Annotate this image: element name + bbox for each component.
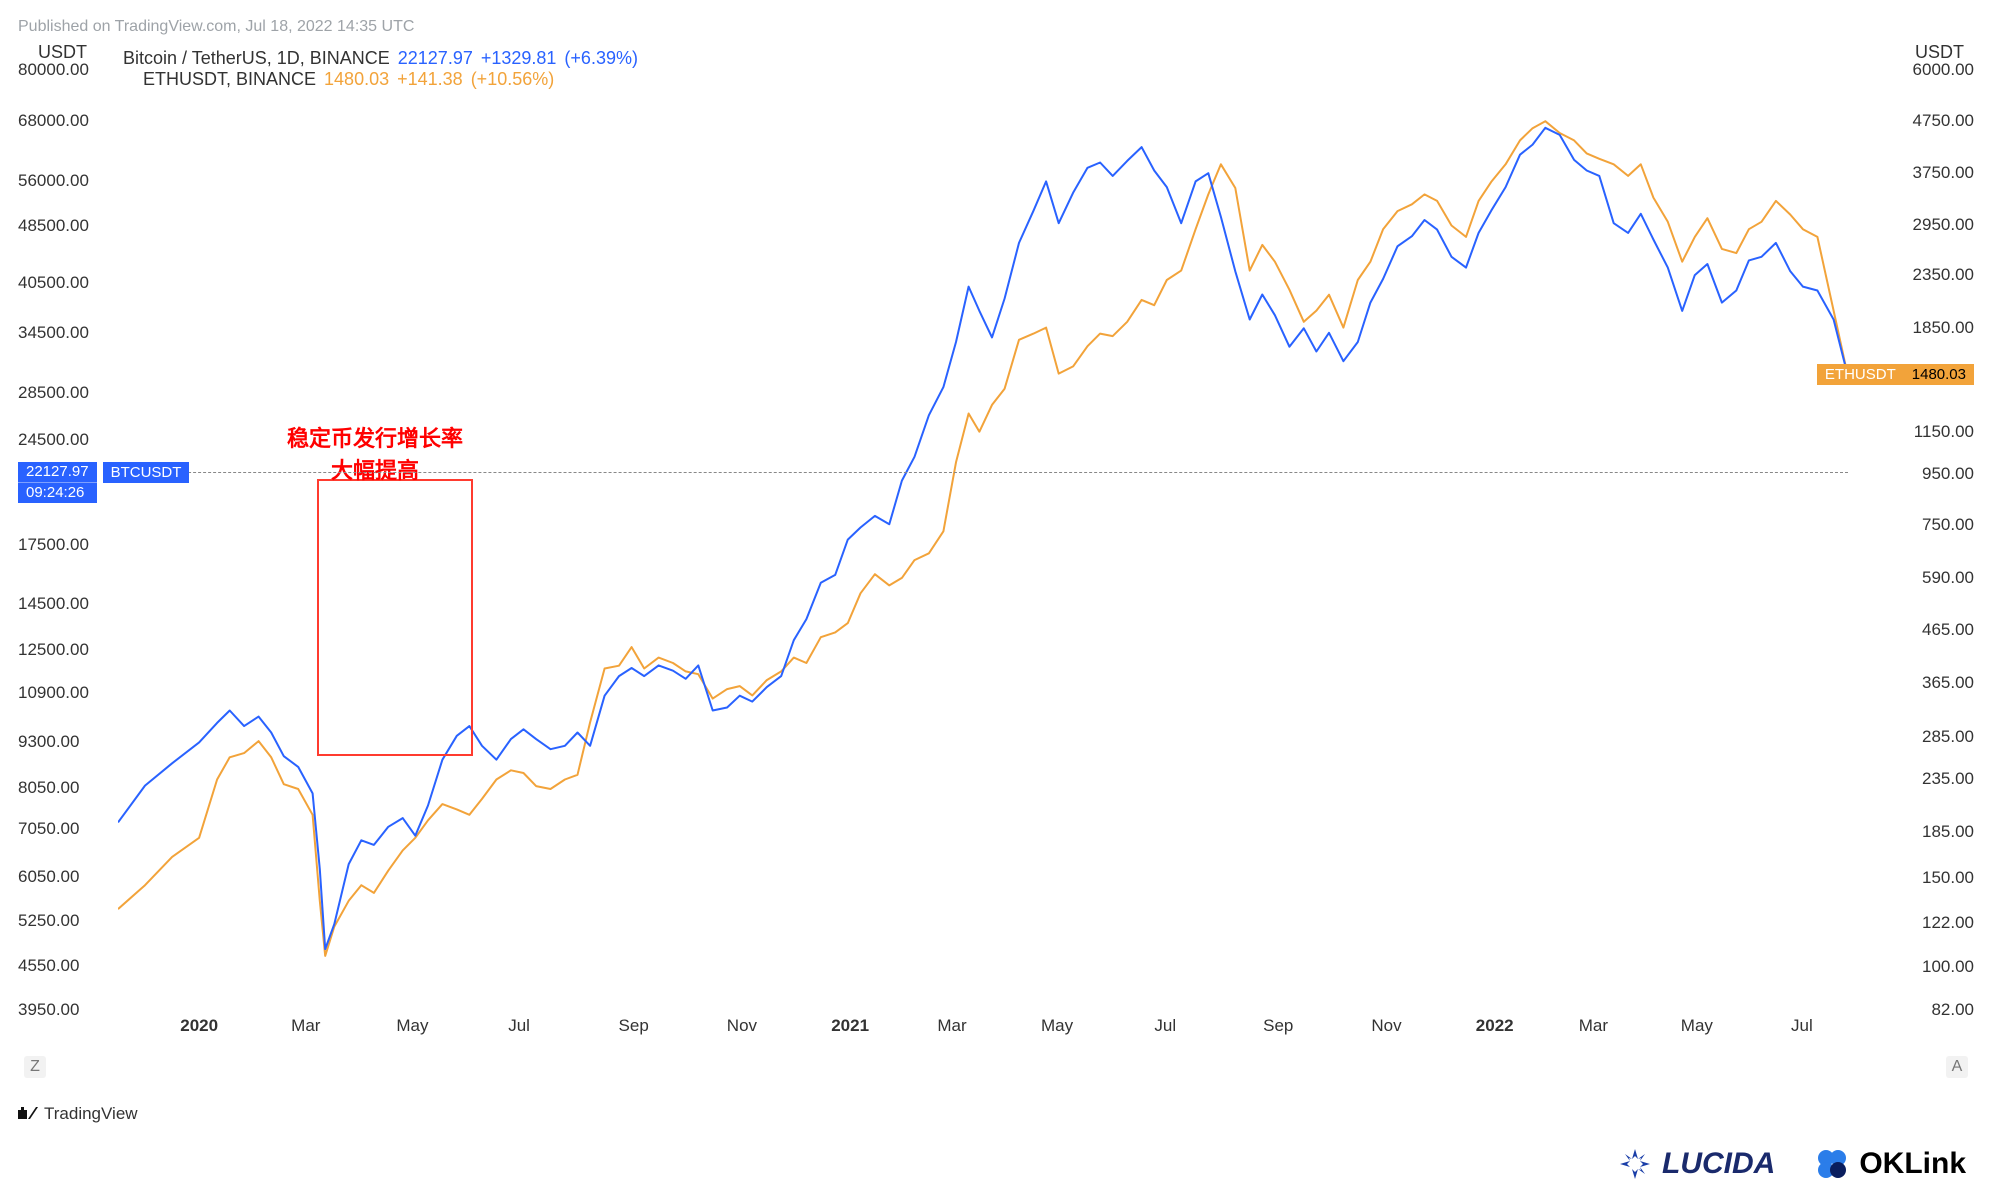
- x-tick: 2021: [831, 1016, 869, 1036]
- right-y-tick: 235.00: [1894, 769, 1974, 789]
- right-y-tick: 2350.00: [1894, 265, 1974, 285]
- btc-flag-time: 09:24:26: [18, 482, 97, 503]
- oklink-logo: OKLink: [1815, 1147, 1966, 1181]
- x-tick: May: [396, 1016, 428, 1036]
- tradingview-credit-text: TradingView: [44, 1104, 138, 1124]
- right-y-tick: 150.00: [1894, 868, 1974, 888]
- left-y-tick: 4550.00: [18, 956, 113, 976]
- chart-area: USDT USDT Bitcoin / TetherUS, 1D, BINANC…: [18, 42, 1974, 1092]
- legend-series1-price: 22127.97: [398, 48, 473, 69]
- lucida-logo: LUCIDA: [1618, 1147, 1775, 1181]
- x-tick: Jul: [1791, 1016, 1813, 1036]
- brand-logos: LUCIDA OKLink: [1618, 1147, 1966, 1181]
- right-y-tick: 82.00: [1894, 1000, 1974, 1020]
- left-y-tick: 34500.00: [18, 323, 113, 343]
- eth-flag-price: 1480.03: [1904, 364, 1974, 385]
- x-tick: 2020: [180, 1016, 218, 1036]
- btc-flag-label: BTCUSDT: [103, 462, 190, 483]
- x-tick: Nov: [727, 1016, 757, 1036]
- left-y-tick: 48500.00: [18, 216, 113, 236]
- lucida-logo-text: LUCIDA: [1662, 1147, 1775, 1181]
- right-y-tick: 1850.00: [1894, 318, 1974, 338]
- eth-flag-label: ETHUSDT: [1817, 364, 1904, 385]
- zoom-out-button[interactable]: Z: [24, 1056, 46, 1078]
- x-tick: Nov: [1371, 1016, 1401, 1036]
- oklink-logo-icon: [1815, 1147, 1849, 1181]
- x-tick: 2022: [1476, 1016, 1514, 1036]
- right-y-tick: 2950.00: [1894, 215, 1974, 235]
- right-y-tick: 1150.00: [1894, 422, 1974, 442]
- x-tick: Sep: [619, 1016, 649, 1036]
- left-y-tick: 80000.00: [18, 60, 113, 80]
- btc-price-flag-left: 22127.97 09:24:26 BTCUSDT: [18, 462, 189, 503]
- published-note: Published on TradingView.com, Jul 18, 20…: [18, 18, 1974, 36]
- right-y-tick: 6000.00: [1894, 60, 1974, 80]
- right-y-tick: 365.00: [1894, 673, 1974, 693]
- right-y-tick: 4750.00: [1894, 111, 1974, 131]
- left-y-tick: 14500.00: [18, 594, 113, 614]
- right-y-tick: 750.00: [1894, 515, 1974, 535]
- left-y-tick: 3950.00: [18, 1000, 113, 1020]
- right-y-tick: 590.00: [1894, 568, 1974, 588]
- x-tick: Mar: [1579, 1016, 1608, 1036]
- left-y-tick: 40500.00: [18, 273, 113, 293]
- eth-price-flag-right: ETHUSDT 1480.03: [1817, 364, 1974, 385]
- left-y-tick: 9300.00: [18, 732, 113, 752]
- lucida-logo-icon: [1618, 1147, 1652, 1181]
- left-y-tick: 8050.00: [18, 778, 113, 798]
- tradingview-credit: TradingView: [18, 1104, 138, 1124]
- x-tick: Jul: [508, 1016, 530, 1036]
- x-tick: Mar: [291, 1016, 320, 1036]
- btc-price-line: [118, 472, 1848, 473]
- right-y-tick: 3750.00: [1894, 163, 1974, 183]
- btc-flag-price: 22127.97: [18, 462, 97, 482]
- left-y-tick: 12500.00: [18, 640, 113, 660]
- legend: Bitcoin / TetherUS, 1D, BINANCE 22127.97…: [123, 48, 638, 90]
- legend-series1-change: +1329.81: [481, 48, 557, 69]
- right-y-tick: 465.00: [1894, 620, 1974, 640]
- legend-series1-pct: (+6.39%): [564, 48, 638, 69]
- right-y-tick: 100.00: [1894, 957, 1974, 977]
- x-tick: Jul: [1154, 1016, 1176, 1036]
- legend-series2-price: 1480.03: [324, 69, 389, 90]
- legend-series1-label: Bitcoin / TetherUS, 1D, BINANCE: [123, 48, 390, 69]
- left-y-tick: 7050.00: [18, 819, 113, 839]
- legend-series2-pct: (+10.56%): [471, 69, 555, 90]
- right-y-tick: 950.00: [1894, 464, 1974, 484]
- right-y-tick: 122.00: [1894, 913, 1974, 933]
- annotation-text-line1: 稳定币发行增长率: [287, 421, 463, 453]
- auto-scale-button[interactable]: A: [1946, 1056, 1968, 1078]
- left-y-tick: 56000.00: [18, 171, 113, 191]
- right-y-tick: 185.00: [1894, 822, 1974, 842]
- legend-series2-change: +141.38: [397, 69, 463, 90]
- left-y-tick: 28500.00: [18, 383, 113, 403]
- tradingview-logo-icon: [18, 1107, 38, 1121]
- x-tick: May: [1681, 1016, 1713, 1036]
- legend-series2-label: ETHUSDT, BINANCE: [143, 69, 316, 90]
- right-y-tick: 285.00: [1894, 727, 1974, 747]
- left-y-tick: 68000.00: [18, 111, 113, 131]
- annotation-text: 稳定币发行增长率 大幅提高: [287, 421, 463, 485]
- x-tick: Sep: [1263, 1016, 1293, 1036]
- left-y-tick: 5250.00: [18, 911, 113, 931]
- left-y-tick: 6050.00: [18, 867, 113, 887]
- chart-container: Published on TradingView.com, Jul 18, 20…: [0, 0, 1996, 1197]
- oklink-logo-text: OKLink: [1859, 1147, 1966, 1181]
- x-tick: Mar: [937, 1016, 966, 1036]
- left-y-tick: 24500.00: [18, 430, 113, 450]
- annotation-box: [317, 479, 473, 756]
- left-y-tick: 17500.00: [18, 535, 113, 555]
- annotation-text-line2: 大幅提高: [287, 453, 463, 485]
- x-tick: May: [1041, 1016, 1073, 1036]
- left-y-tick: 10900.00: [18, 683, 113, 703]
